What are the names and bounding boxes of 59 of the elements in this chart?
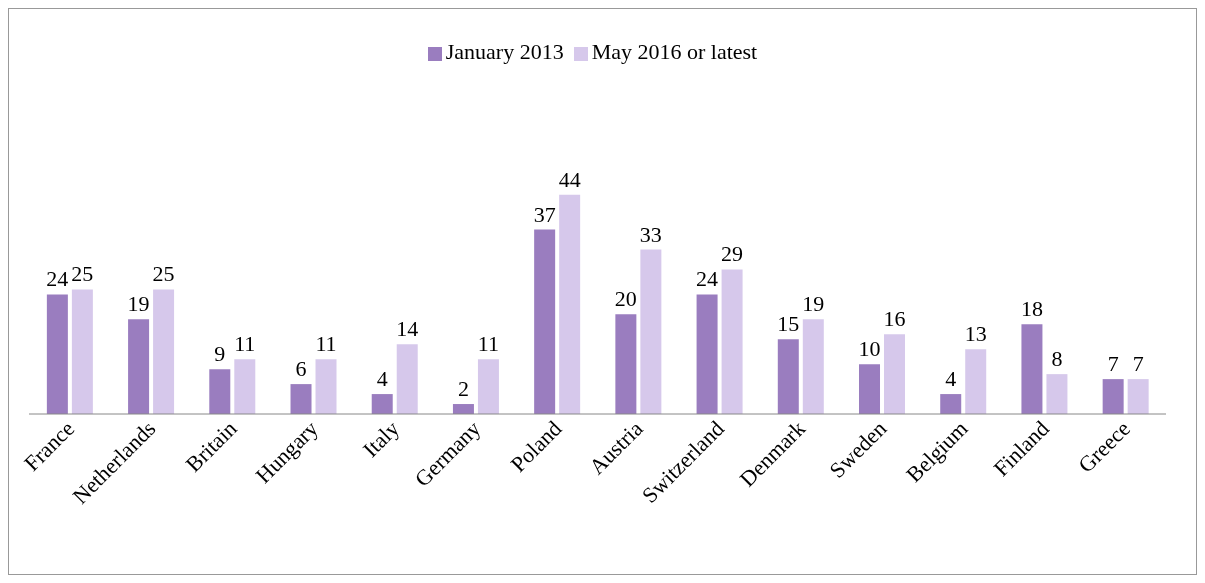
bar <box>1127 379 1149 414</box>
bar <box>615 314 637 414</box>
bar <box>859 364 881 414</box>
data-label: 19 <box>127 291 150 317</box>
data-label: 14 <box>396 316 419 342</box>
data-label: 19 <box>802 291 825 317</box>
data-label: 4 <box>376 366 388 392</box>
bar <box>153 289 175 414</box>
bar <box>128 319 150 414</box>
data-label: 29 <box>721 241 744 267</box>
data-label: 11 <box>234 331 256 357</box>
data-label: 15 <box>777 311 800 337</box>
data-label: 16 <box>883 306 906 332</box>
bar <box>71 289 93 414</box>
bar <box>452 404 474 414</box>
data-label: 25 <box>152 261 175 287</box>
data-label: 10 <box>858 336 881 362</box>
data-label: 4 <box>945 366 957 392</box>
legend-label: January 2013 <box>445 39 564 64</box>
data-label: 2 <box>457 376 469 402</box>
data-label: 6 <box>295 356 307 382</box>
bar <box>696 294 718 414</box>
bar <box>46 294 68 414</box>
bar <box>721 269 743 414</box>
bar <box>1102 379 1124 414</box>
data-label: 13 <box>964 321 987 347</box>
bar <box>371 394 393 414</box>
bar <box>802 319 824 414</box>
bar <box>884 334 906 414</box>
data-label: 8 <box>1051 346 1063 372</box>
x-tick-label: Italy <box>357 415 404 463</box>
bar <box>1046 374 1068 414</box>
bar <box>315 359 337 414</box>
data-label: 9 <box>214 341 226 367</box>
bar <box>559 194 581 414</box>
legend-label: May 2016 or latest <box>591 39 758 64</box>
bar <box>477 359 499 414</box>
bar <box>640 249 662 414</box>
data-label: 7 <box>1132 351 1144 377</box>
data-label: 11 <box>477 331 500 357</box>
data-label: 7 <box>1107 351 1119 377</box>
data-label: 33 <box>639 221 662 247</box>
data-label: 37 <box>533 201 556 227</box>
data-label: 20 <box>614 286 637 312</box>
bar <box>777 339 799 414</box>
bar <box>290 384 312 414</box>
bar <box>396 344 418 414</box>
data-label: 25 <box>71 261 94 287</box>
bar <box>965 349 987 414</box>
bar <box>940 394 962 414</box>
bar <box>209 369 231 414</box>
data-label: 24 <box>696 266 719 292</box>
bar <box>1021 324 1043 414</box>
data-label: 11 <box>315 331 337 357</box>
bar <box>234 359 256 414</box>
data-label: 18 <box>1020 296 1043 322</box>
data-label: 24 <box>46 266 69 292</box>
data-label: 44 <box>558 166 581 192</box>
bar <box>534 229 556 414</box>
